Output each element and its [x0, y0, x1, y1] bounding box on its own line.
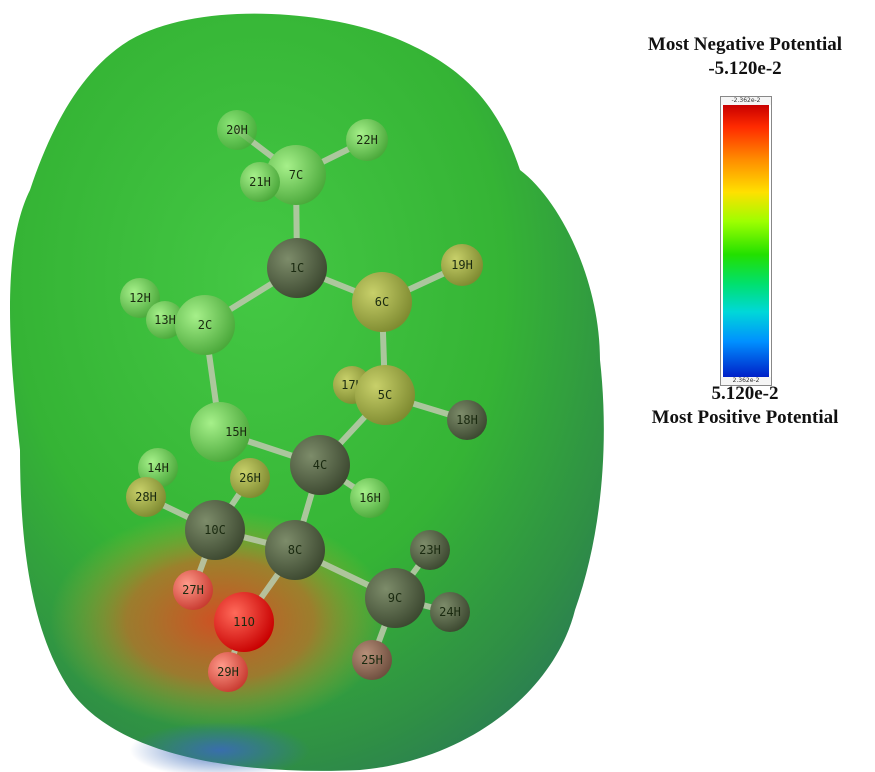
svg-text:6C: 6C	[375, 295, 389, 309]
atom-11O: 11O	[214, 592, 274, 652]
svg-text:1C: 1C	[290, 261, 304, 275]
svg-text:16H: 16H	[359, 491, 381, 505]
svg-text:25H: 25H	[361, 653, 383, 667]
svg-text:14H: 14H	[147, 461, 169, 475]
svg-text:19H: 19H	[451, 258, 473, 272]
atom-16H: 16H	[350, 478, 390, 518]
color-scale-top-label: -2.362e-2	[721, 97, 771, 105]
svg-text:2C: 2C	[198, 318, 212, 332]
atom-6C: 6C	[352, 272, 412, 332]
atom-1C: 1C	[267, 238, 327, 298]
svg-text:13H: 13H	[154, 313, 176, 327]
svg-text:5C: 5C	[378, 388, 392, 402]
svg-text:10C: 10C	[204, 523, 226, 537]
svg-text:22H: 22H	[356, 133, 378, 147]
atom-4C: 4C	[290, 435, 350, 495]
atom-12H: 12H	[120, 278, 160, 318]
atom-2C: 2C	[175, 295, 235, 355]
svg-text:9C: 9C	[388, 591, 402, 605]
svg-text:4C: 4C	[313, 458, 327, 472]
atom-22H: 22H	[346, 119, 388, 161]
atom-5C: 5C	[355, 365, 415, 425]
potential-color-scale: -2.362e-2 2.362e-2	[720, 96, 772, 386]
color-scale-bottom-label: 2.362e-2	[721, 377, 771, 385]
atom-8C: 8C	[265, 520, 325, 580]
atom-19H: 19H	[441, 244, 483, 286]
svg-text:11O: 11O	[233, 615, 255, 629]
svg-text:24H: 24H	[439, 605, 461, 619]
most-negative-potential-title: Most Negative Potential	[647, 34, 843, 55]
atom-28H: 28H	[126, 477, 166, 517]
most-negative-potential-value: -5.120e-2	[708, 58, 782, 79]
atom-20H: 20H	[217, 110, 257, 150]
svg-text:23H: 23H	[419, 543, 441, 557]
svg-text:7C: 7C	[289, 168, 303, 182]
color-scale-gradient	[723, 105, 769, 377]
svg-text:21H: 21H	[249, 175, 271, 189]
svg-text:18H: 18H	[456, 413, 478, 427]
atom-13H: 13H	[146, 301, 184, 339]
svg-text:20H: 20H	[226, 123, 248, 137]
atom-27H: 27H	[173, 570, 213, 610]
atom-29H: 29H	[208, 652, 248, 692]
svg-text:8C: 8C	[288, 543, 302, 557]
atom-23H: 23H	[410, 530, 450, 570]
atom-24H: 24H	[430, 592, 470, 632]
atom-26H: 26H	[230, 458, 270, 498]
atom-15H: 15H	[190, 402, 250, 462]
most-positive-potential-title: Most Positive Potential	[651, 407, 839, 428]
svg-text:12H: 12H	[129, 291, 151, 305]
most-positive-potential-value: 5.120e-2	[711, 383, 779, 404]
positive-potential-region	[130, 722, 310, 772]
svg-text:15H: 15H	[225, 425, 247, 439]
atom-21H: 21H	[240, 162, 280, 202]
atom-18H: 18H	[447, 400, 487, 440]
atom-25H: 25H	[352, 640, 392, 680]
svg-text:28H: 28H	[135, 490, 157, 504]
svg-text:26H: 26H	[239, 471, 261, 485]
atom-7C: 7C	[266, 145, 326, 205]
atom-9C: 9C	[365, 568, 425, 628]
svg-text:27H: 27H	[182, 583, 204, 597]
svg-text:29H: 29H	[217, 665, 239, 679]
atom-10C: 10C	[185, 500, 245, 560]
